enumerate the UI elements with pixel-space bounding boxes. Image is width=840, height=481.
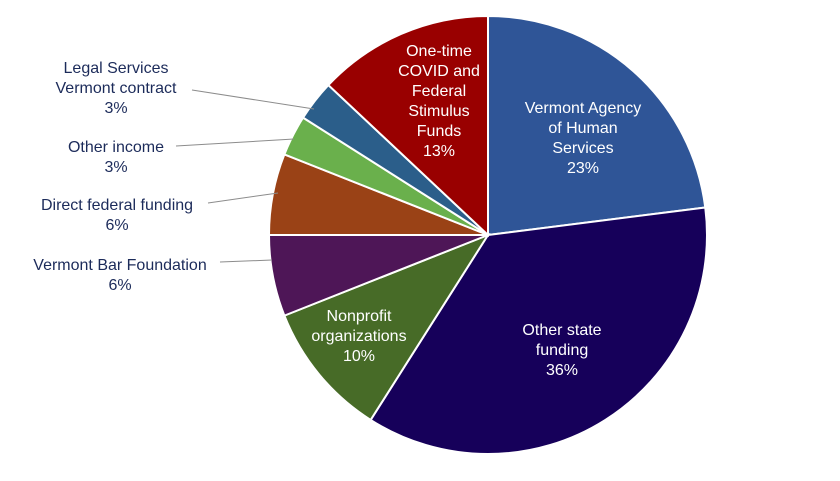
slice-label-other-state-funding: Other state funding 36% <box>522 322 601 379</box>
slice-label-legal-services-vermont-contract: Legal Services Vermont contract 3% <box>56 60 178 117</box>
pie-slice-other-state-funding <box>369 206 708 455</box>
leader-line-other-income <box>175 138 295 147</box>
slice-label-other-income: Other income 3% <box>68 139 164 176</box>
pie-slice-one-time-covid-and-federal-stimulus-funds <box>326 14 489 238</box>
slice-label-one-time-covid-and-federal-stimulus-funds: One-time COVID and Federal Stimulus Funds 13% <box>398 43 480 160</box>
slice-label-vermont-agency-of-human-services: Vermont Agency of Human Services 23% <box>525 100 642 177</box>
leader-line-direct-federal-funding <box>207 192 279 204</box>
leader-line-legal-services-vermont-contract <box>191 89 315 110</box>
slice-label-vermont-bar-foundation: Vermont Bar Foundation 6% <box>33 257 206 294</box>
leader-line-vermont-bar-foundation <box>219 259 273 263</box>
slice-label-nonprofit-organizations: Nonprofit organizations 10% <box>311 308 406 365</box>
pie-slice-nonprofit-organizations <box>283 232 491 422</box>
slice-label-direct-federal-funding: Direct federal funding 6% <box>41 197 193 234</box>
pie-slice-vermont-agency-of-human-services <box>487 14 707 237</box>
